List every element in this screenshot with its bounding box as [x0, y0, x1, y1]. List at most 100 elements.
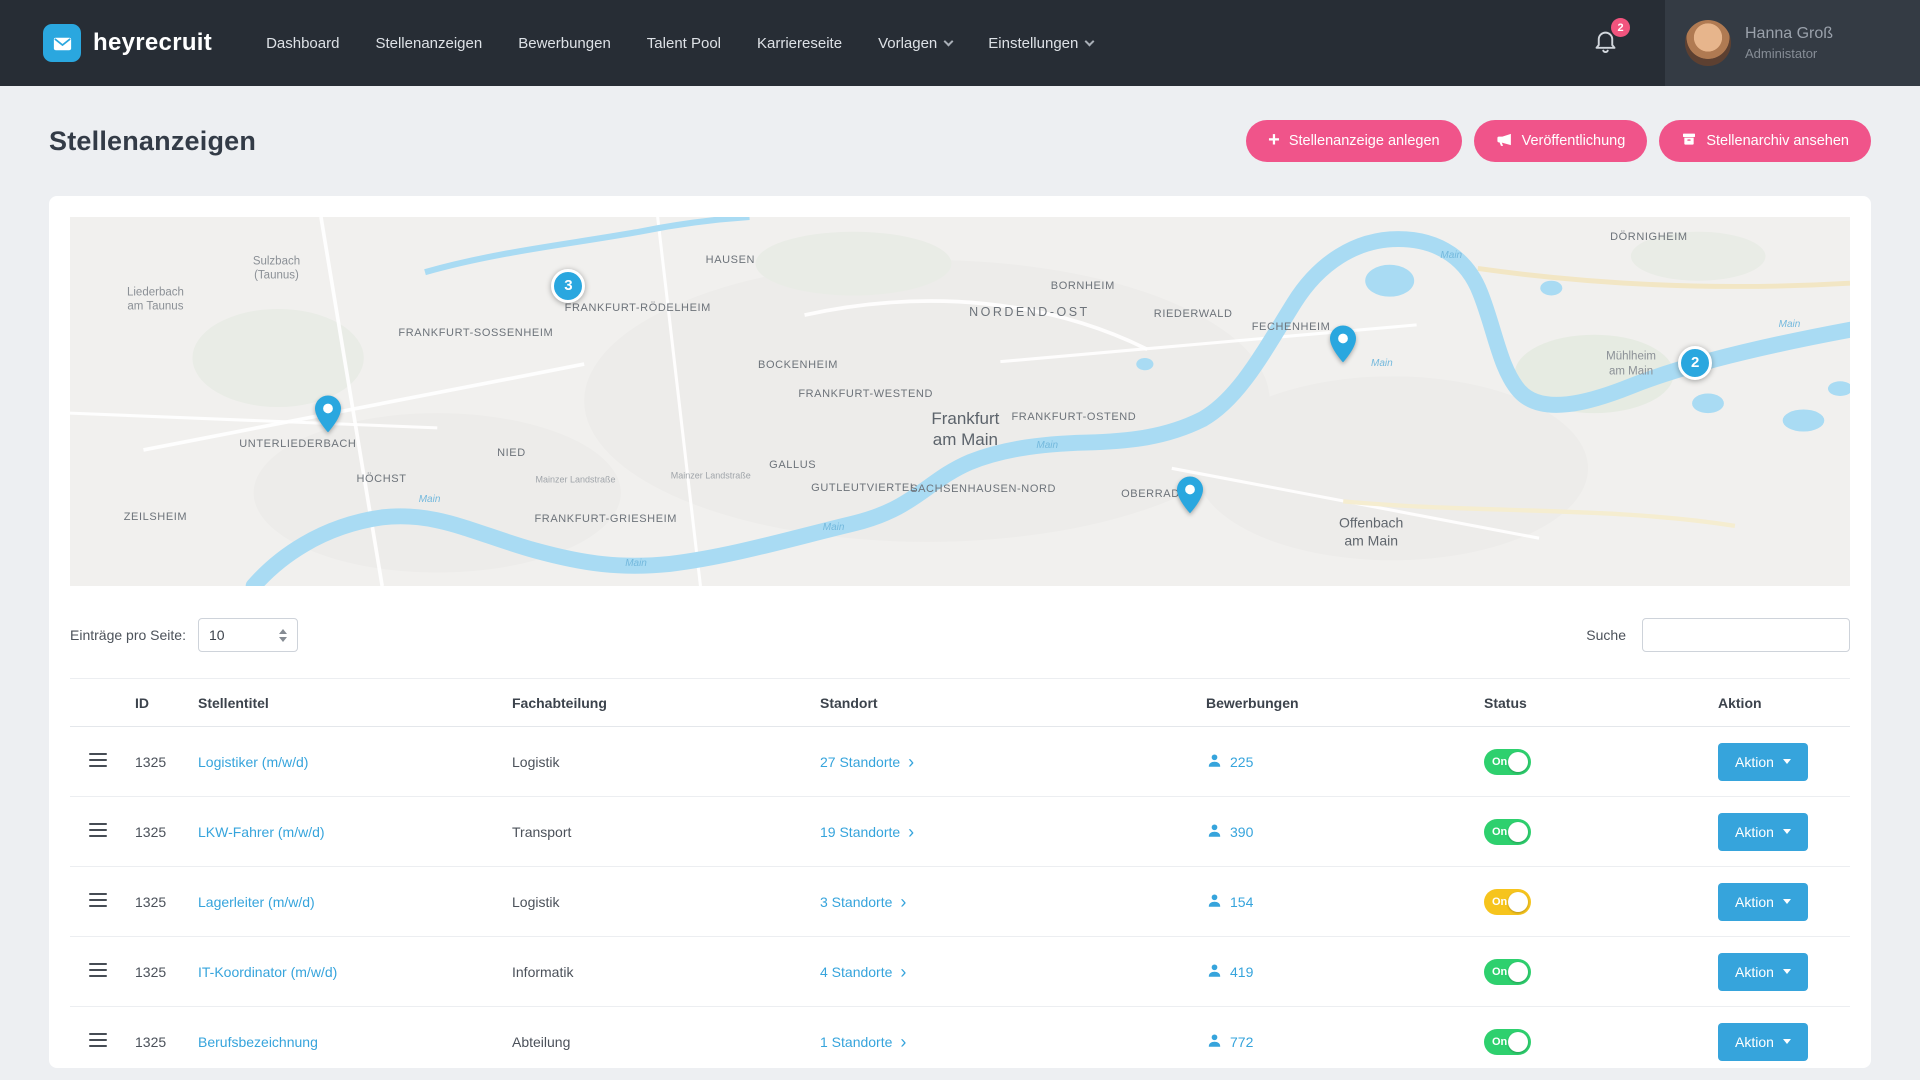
- chevron-right-icon: ›: [900, 1033, 906, 1051]
- brand-name: heyrecruit: [93, 29, 212, 57]
- action-button[interactable]: Aktion: [1718, 1023, 1808, 1061]
- per-page-value: 10: [209, 627, 225, 643]
- drag-handle-icon[interactable]: [89, 749, 107, 771]
- job-title-link[interactable]: Berufsbezeichnung: [198, 1034, 318, 1050]
- job-department: Abteilung: [512, 1007, 820, 1069]
- drag-handle-icon[interactable]: [89, 819, 107, 841]
- archive-icon: [1681, 131, 1697, 151]
- status-toggle[interactable]: On: [1484, 749, 1531, 775]
- drag-handle-icon[interactable]: [89, 959, 107, 981]
- map-cluster-marker[interactable]: 2: [1678, 346, 1712, 380]
- locations-link[interactable]: 27 Standorte›: [820, 753, 914, 771]
- job-title-link[interactable]: Logistiker (m/w/d): [198, 754, 308, 770]
- job-department: Transport: [512, 797, 820, 867]
- map-pin-icon[interactable]: [315, 396, 341, 438]
- nav-item-einstellungen[interactable]: Einstellungen: [988, 35, 1093, 52]
- column-header-id: ID: [126, 679, 198, 727]
- job-department: Informatik: [512, 937, 820, 1007]
- status-label: On: [1492, 1036, 1507, 1048]
- applications-link[interactable]: 419: [1206, 962, 1253, 982]
- action-button[interactable]: Aktion: [1718, 813, 1808, 851]
- caret-down-icon: [1783, 1039, 1791, 1044]
- chevron-right-icon: ›: [900, 963, 906, 981]
- locations-label: 3 Standorte: [820, 894, 892, 910]
- archive-button[interactable]: Stellenarchiv ansehen: [1659, 120, 1871, 162]
- locations-link[interactable]: 4 Standorte›: [820, 963, 906, 981]
- applications-link[interactable]: 390: [1206, 822, 1253, 842]
- page-actions: + Stellenanzeige anlegen Veröffentlichun…: [1246, 120, 1871, 162]
- page-header: Stellenanzeigen + Stellenanzeige anlegen…: [0, 86, 1920, 162]
- drag-handle-icon[interactable]: [89, 889, 107, 911]
- applications-link[interactable]: 154: [1206, 892, 1253, 912]
- map-container[interactable]: Sulzbach (Taunus)Liederbach am TaunusHAU…: [70, 217, 1850, 586]
- nav-item-label: Vorlagen: [878, 35, 937, 52]
- applications-count: 225: [1230, 754, 1253, 770]
- locations-link[interactable]: 19 Standorte›: [820, 823, 914, 841]
- action-button[interactable]: Aktion: [1718, 883, 1808, 921]
- status-toggle[interactable]: On: [1484, 959, 1531, 985]
- envelope-logo-icon: [43, 24, 81, 62]
- navbar-right: 2 Hanna Groß Administator: [1592, 0, 1920, 86]
- nav-item-bewerbungen[interactable]: Bewerbungen: [518, 35, 611, 52]
- search-label: Suche: [1586, 627, 1626, 643]
- person-icon: [1206, 1032, 1223, 1052]
- applications-link[interactable]: 772: [1206, 1032, 1253, 1052]
- toggle-knob: [1508, 1032, 1528, 1052]
- action-button[interactable]: Aktion: [1718, 743, 1808, 781]
- chevron-right-icon: ›: [900, 893, 906, 911]
- status-label: On: [1492, 896, 1507, 908]
- per-page-label: Einträge pro Seite:: [70, 627, 186, 643]
- drag-handle-icon[interactable]: [89, 1029, 107, 1051]
- job-id: 1325: [126, 867, 198, 937]
- user-role: Administator: [1745, 46, 1833, 61]
- action-button[interactable]: Aktion: [1718, 953, 1808, 991]
- table-row: 1325 IT-Koordinator (m/w/d) Informatik 4…: [70, 937, 1850, 1007]
- column-header-bewerbungen: Bewerbungen: [1206, 679, 1484, 727]
- brand-logo[interactable]: heyrecruit: [43, 24, 212, 62]
- action-label: Aktion: [1735, 824, 1774, 840]
- notifications-button[interactable]: 2: [1592, 27, 1619, 59]
- nav-item-label: Karriereseite: [757, 35, 842, 52]
- table-controls: Einträge pro Seite: 10 Suche: [70, 618, 1850, 652]
- job-title-link[interactable]: Lagerleiter (m/w/d): [198, 894, 315, 910]
- bell-icon: [1592, 41, 1619, 58]
- nav-item-karriereseite[interactable]: Karriereseite: [757, 35, 842, 52]
- job-title-link[interactable]: IT-Koordinator (m/w/d): [198, 964, 337, 980]
- table-row: 1325 Berufsbezeichnung Abteilung 1 Stand…: [70, 1007, 1850, 1069]
- job-title-link[interactable]: LKW-Fahrer (m/w/d): [198, 824, 325, 840]
- megaphone-icon: [1496, 131, 1513, 152]
- locations-link[interactable]: 3 Standorte ›: [820, 893, 906, 911]
- locations-label: 19 Standorte: [820, 824, 900, 840]
- nav-item-stellenanzeigen[interactable]: Stellenanzeigen: [375, 35, 482, 52]
- person-icon: [1206, 752, 1223, 772]
- create-job-button[interactable]: + Stellenanzeige anlegen: [1246, 120, 1461, 162]
- map-pin-icon[interactable]: [1177, 476, 1203, 518]
- column-header-standort: Standort: [820, 679, 1206, 727]
- status-toggle[interactable]: On: [1484, 1029, 1531, 1055]
- map-cluster-marker[interactable]: 3: [551, 269, 585, 303]
- locations-link[interactable]: 1 Standorte›: [820, 1033, 906, 1051]
- nav-item-vorlagen[interactable]: Vorlagen: [878, 35, 952, 52]
- nav-item-label: Bewerbungen: [518, 35, 611, 52]
- chevron-right-icon: ›: [908, 753, 914, 771]
- nav-item-dashboard[interactable]: Dashboard: [266, 35, 339, 52]
- status-toggle[interactable]: On: [1484, 889, 1531, 915]
- column-header-stellentitel: Stellentitel: [198, 679, 512, 727]
- caret-down-icon: [1783, 829, 1791, 834]
- notification-badge: 2: [1611, 18, 1630, 37]
- status-toggle[interactable]: On: [1484, 819, 1531, 845]
- map-pin-icon[interactable]: [1330, 326, 1356, 368]
- publish-button[interactable]: Veröffentlichung: [1474, 120, 1648, 162]
- caret-down-icon: [1783, 969, 1791, 974]
- status-label: On: [1492, 966, 1507, 978]
- button-label: Stellenanzeige anlegen: [1289, 133, 1440, 149]
- nav-item-talent-pool[interactable]: Talent Pool: [647, 35, 721, 52]
- user-menu[interactable]: Hanna Groß Administator: [1665, 0, 1920, 86]
- applications-link[interactable]: 225: [1206, 752, 1253, 772]
- stepper-arrows-icon: [279, 629, 287, 642]
- caret-down-icon: [1783, 759, 1791, 764]
- per-page-select[interactable]: 10: [198, 618, 298, 652]
- action-label: Aktion: [1735, 1034, 1774, 1050]
- search-input[interactable]: [1642, 618, 1850, 652]
- job-id: 1325: [126, 937, 198, 1007]
